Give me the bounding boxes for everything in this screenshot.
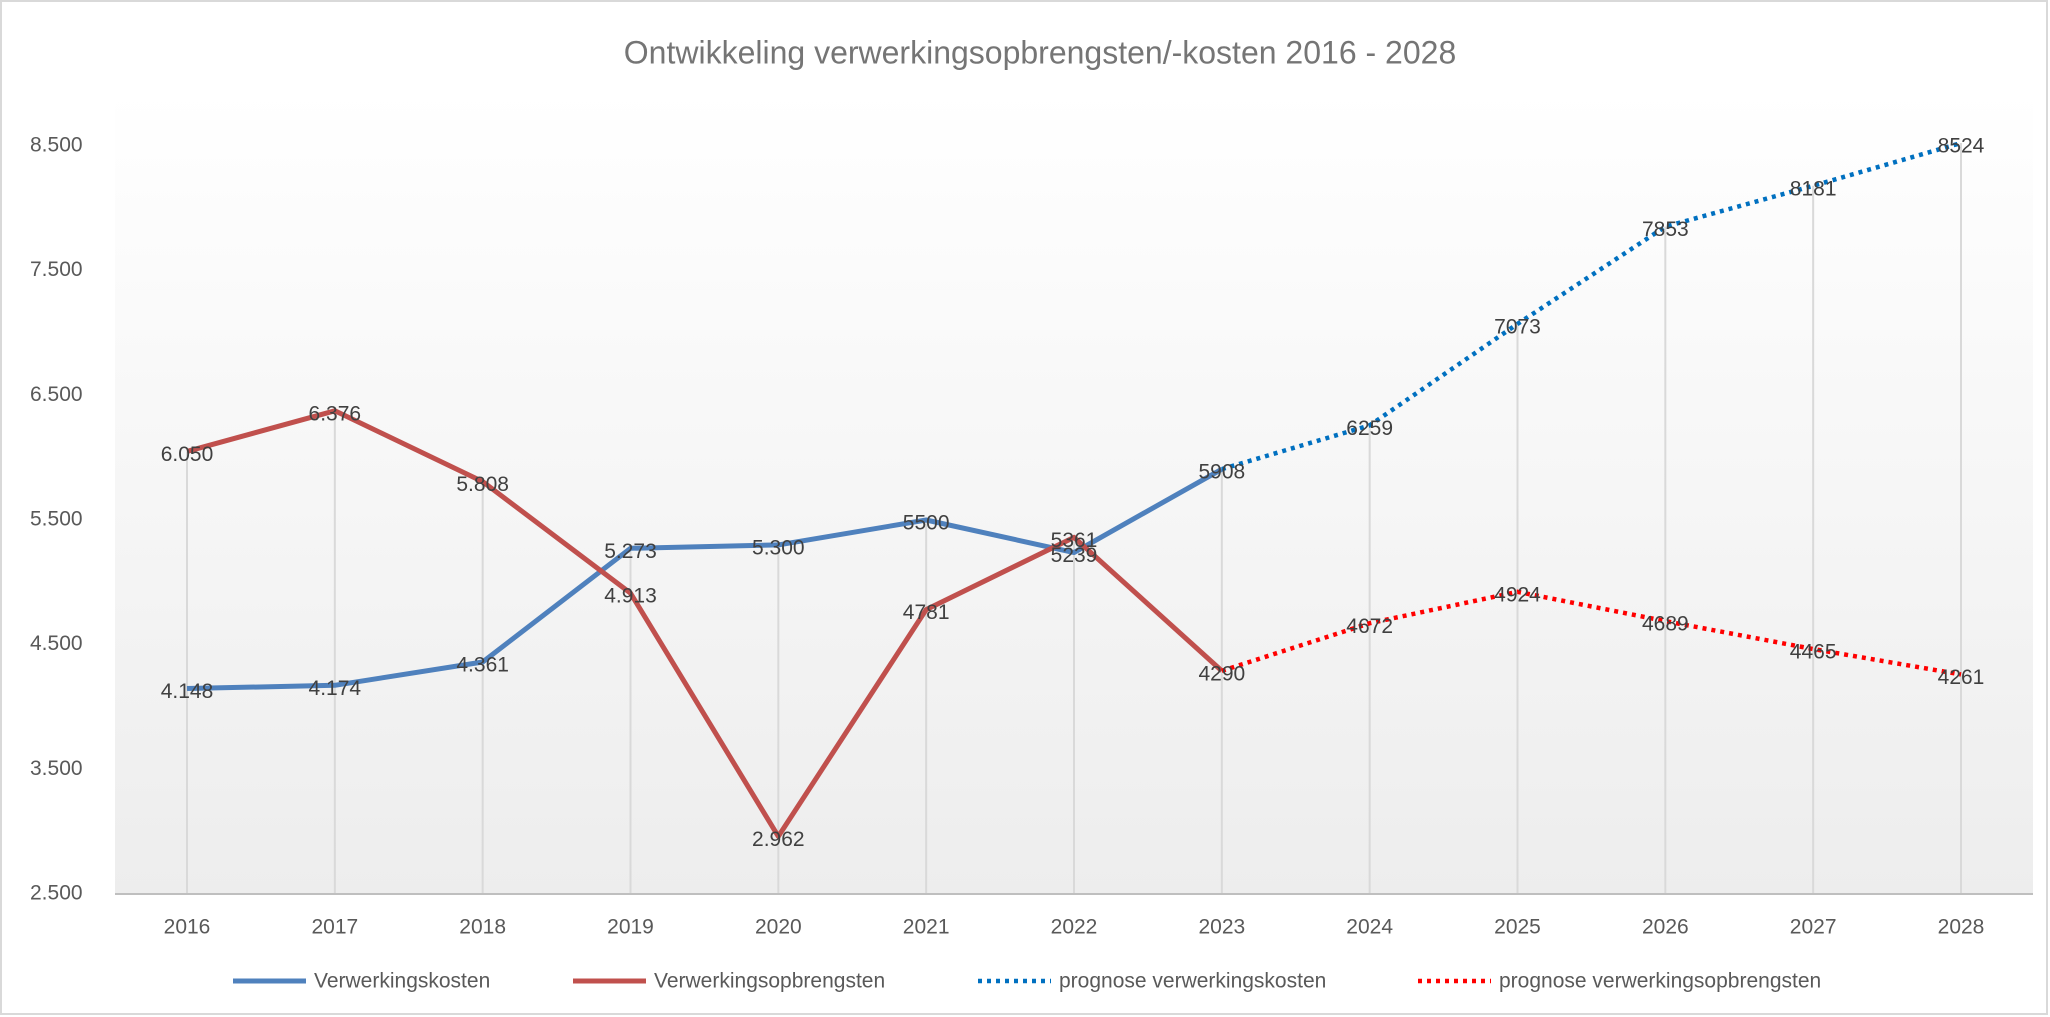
x-tick-label: 2024 [1346, 916, 1393, 939]
data-label: 4689 [1642, 613, 1689, 636]
data-label: 5.808 [456, 473, 509, 496]
data-label: 4.148 [161, 680, 214, 703]
data-label: 6.050 [161, 443, 214, 466]
data-label: 5361 [1051, 529, 1098, 552]
data-label: 7073 [1494, 315, 1541, 338]
y-tick-label: 6.500 [30, 383, 83, 406]
data-label: 8181 [1790, 177, 1837, 200]
data-label: 5239 [1051, 544, 1098, 567]
data-label: 6259 [1346, 417, 1393, 440]
data-label: 4290 [1198, 662, 1245, 685]
x-tick-label: 2016 [164, 916, 211, 939]
data-label: 4.174 [309, 677, 362, 700]
x-tick-label: 2025 [1494, 916, 1541, 939]
y-tick-label: 5.500 [30, 508, 83, 531]
data-label: 4672 [1346, 615, 1393, 638]
data-label: 7853 [1642, 218, 1689, 241]
x-tick-label: 2022 [1051, 916, 1098, 939]
x-tick-label: 2027 [1790, 916, 1837, 939]
legend-label: Verwerkingsopbrengsten [654, 970, 885, 993]
y-tick-label: 7.500 [30, 258, 83, 281]
x-tick-label: 2019 [607, 916, 654, 939]
y-tick-label: 8.500 [30, 134, 83, 157]
data-label: 4.361 [456, 654, 509, 677]
legend-label: prognose verwerkingsopbrengsten [1499, 970, 1821, 993]
x-tick-label: 2026 [1642, 916, 1689, 939]
y-tick-label: 2.500 [30, 882, 83, 905]
x-tick-label: 2023 [1198, 916, 1245, 939]
x-tick-label: 2021 [903, 916, 950, 939]
x-tick-label: 2020 [755, 916, 802, 939]
data-label: 2.962 [752, 828, 805, 851]
data-label: 4.913 [604, 585, 657, 608]
legend-label: prognose verwerkingskosten [1059, 970, 1326, 993]
data-label: 4924 [1494, 583, 1541, 606]
y-tick-label: 3.500 [30, 757, 83, 780]
data-label: 5500 [903, 512, 950, 535]
data-label: 4781 [903, 601, 950, 624]
x-tick-label: 2017 [311, 916, 358, 939]
data-label: 6.376 [309, 402, 362, 425]
chart-title: Ontwikkeling verwerkingsopbrengsten/-kos… [624, 34, 1456, 70]
data-label: 4261 [1938, 666, 1985, 689]
series-line [1221, 589, 1962, 677]
x-tick-label: 2028 [1938, 916, 1985, 939]
y-tick-label: 4.500 [30, 632, 83, 655]
series-line [186, 408, 1224, 839]
x-tick-label: 2018 [459, 916, 506, 939]
series-line [1221, 140, 1962, 472]
data-label: 5908 [1198, 461, 1245, 484]
legend-label: Verwerkingskosten [314, 970, 490, 993]
data-label: 4465 [1790, 641, 1837, 664]
data-label: 8524 [1938, 135, 1985, 158]
data-label: 5.273 [604, 540, 657, 563]
data-label: 5.300 [752, 536, 805, 559]
